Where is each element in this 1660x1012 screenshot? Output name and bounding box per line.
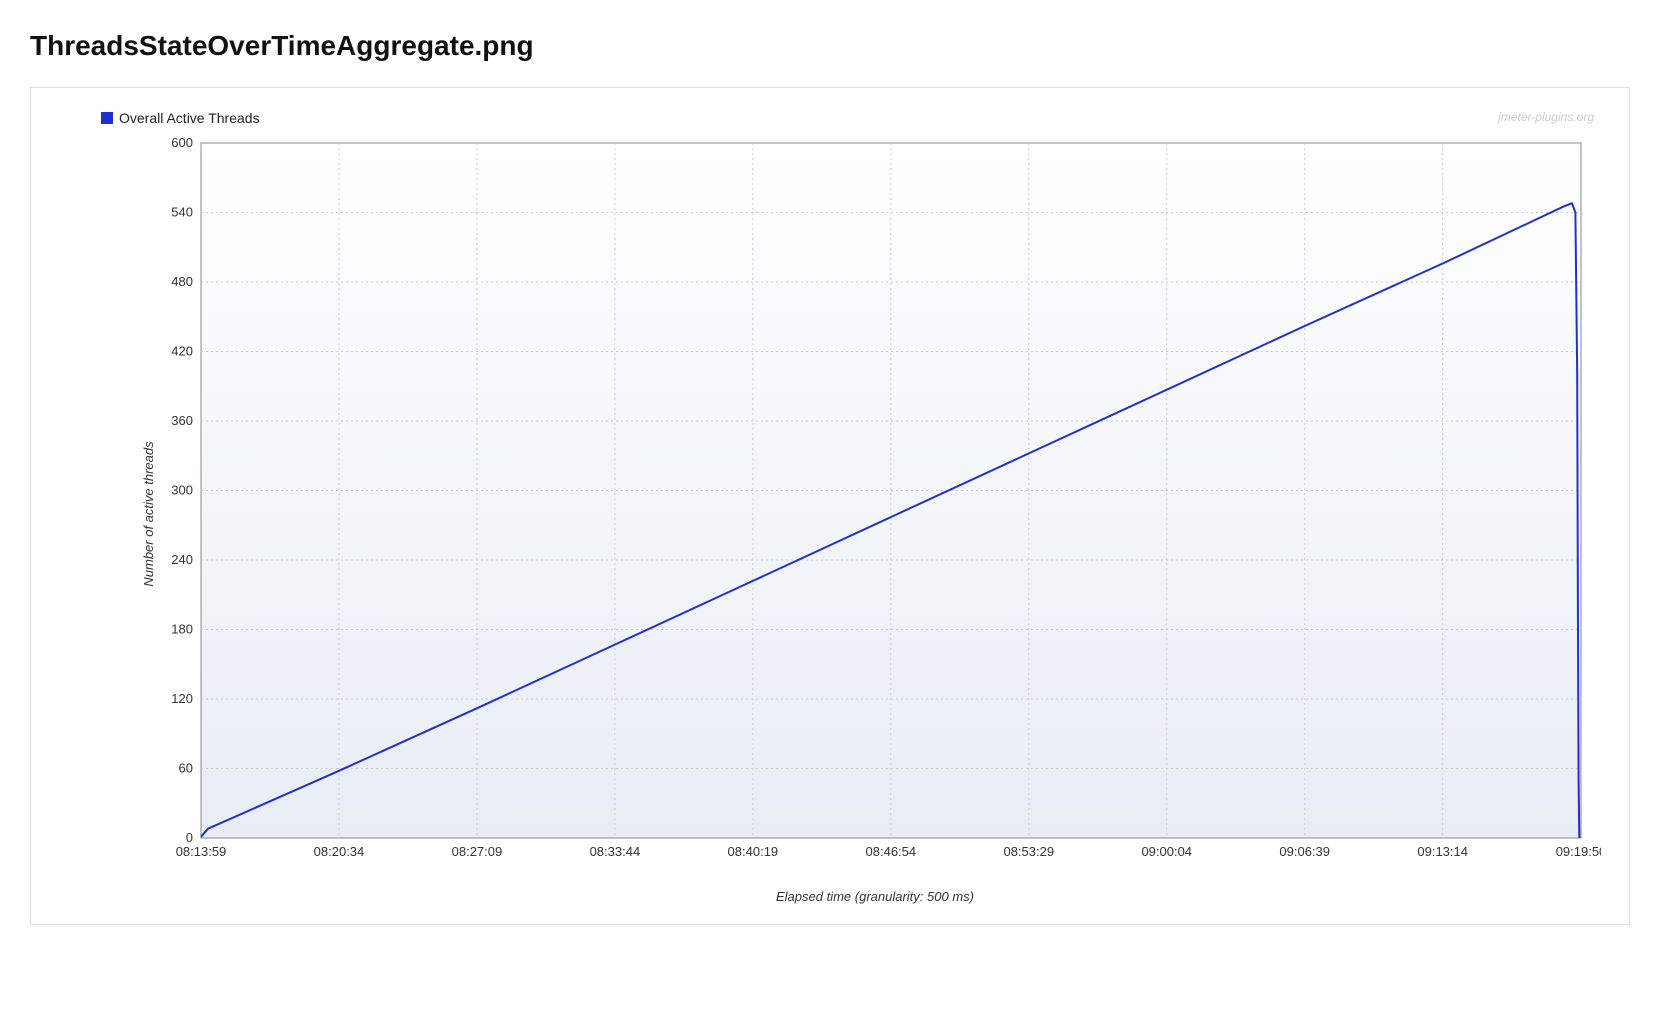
legend: Overall Active Threads	[101, 110, 260, 126]
y-tick-label: 180	[171, 622, 193, 637]
page: ThreadsStateOverTimeAggregate.png Overal…	[0, 0, 1660, 945]
y-tick-label: 240	[171, 552, 193, 567]
y-tick-label: 360	[171, 413, 193, 428]
x-tick-label: 09:00:04	[1141, 844, 1192, 859]
y-tick-label: 120	[171, 691, 193, 706]
page-title: ThreadsStateOverTimeAggregate.png	[30, 30, 1630, 62]
legend-swatch	[101, 112, 113, 124]
y-tick-label: 420	[171, 344, 193, 359]
x-tick-label: 08:20:34	[314, 844, 365, 859]
x-tick-label: 08:40:19	[728, 844, 779, 859]
watermark-text: jmeter-plugins.org	[1498, 110, 1594, 124]
x-tick-label: 08:46:54	[866, 844, 917, 859]
y-tick-label: 0	[186, 830, 193, 845]
x-tick-label: 08:33:44	[590, 844, 641, 859]
chart-area: Number of active threads 060120180240300…	[106, 123, 1609, 904]
y-tick-label: 540	[171, 205, 193, 220]
x-tick-label: 09:19:50	[1556, 844, 1601, 859]
x-tick-label: 08:27:09	[452, 844, 503, 859]
plot-wrap: 0 60 120 180 240 300 360 420 480 540 600 08:13:59 08…	[141, 123, 1609, 904]
chart-frame: Overall Active Threads jmeter-plugins.or…	[30, 87, 1630, 925]
x-tick-label: 08:53:29	[1003, 844, 1054, 859]
x-tick-label: 09:13:14	[1417, 844, 1468, 859]
x-tick-label: 08:13:59	[176, 844, 227, 859]
y-tick-label: 480	[171, 274, 193, 289]
y-tick-label: 300	[171, 483, 193, 498]
y-tick-label: 60	[179, 761, 193, 776]
line-chart: 0 60 120 180 240 300 360 420 480 540 600 08:13:59 08…	[141, 123, 1601, 883]
x-axis-title: Elapsed time (granularity: 500 ms)	[141, 889, 1609, 904]
y-tick-label: 600	[171, 135, 193, 150]
legend-label: Overall Active Threads	[119, 110, 260, 126]
x-tick-label: 09:06:39	[1279, 844, 1330, 859]
